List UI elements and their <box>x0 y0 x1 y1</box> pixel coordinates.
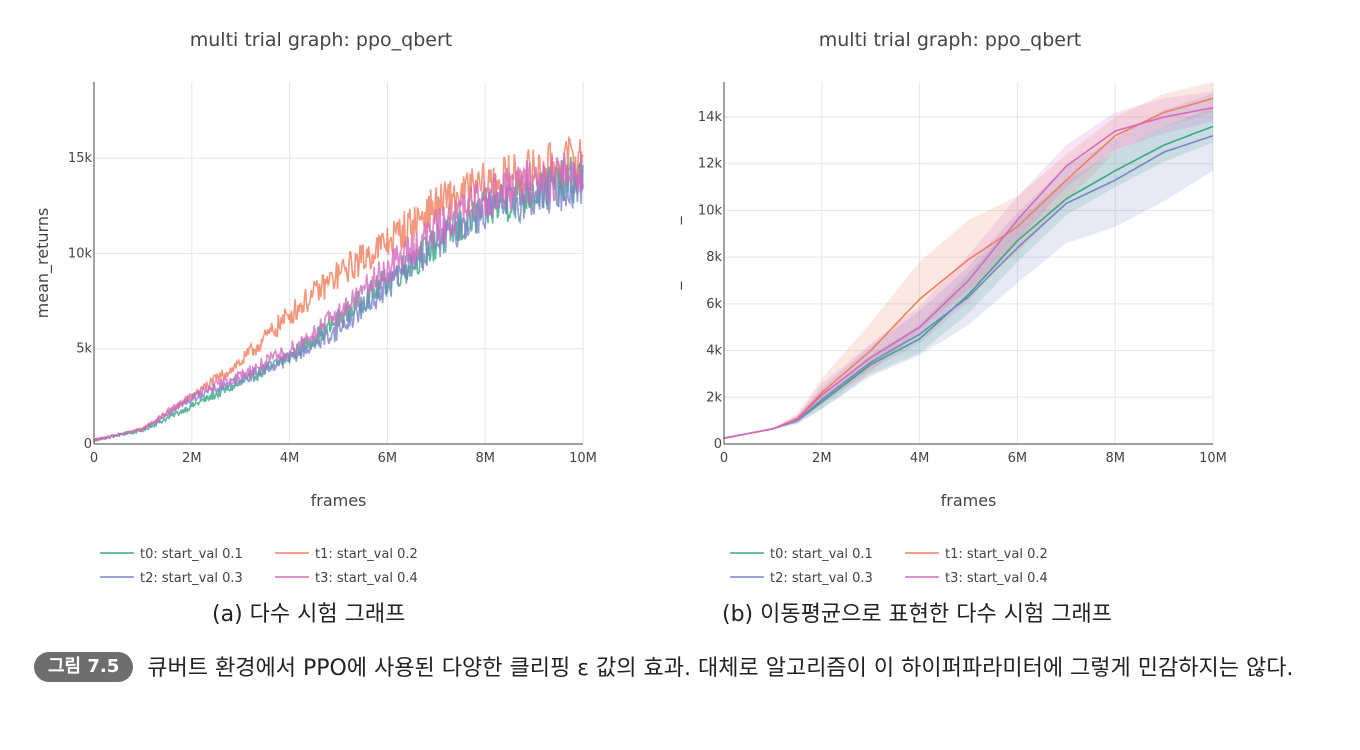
legend-entry-1: t1: start_val 0.2 <box>945 547 1048 562</box>
chart-a-svg: multi trial graph: ppo_qbert 0 2M 4M 6M 8M 10M… <box>33 29 597 586</box>
chart-multi-trial: multi trial graph: ppo_qbert 0 2M 4M 6M 8M 10M… <box>0 0 680 600</box>
y-tick-label: 15k <box>68 151 93 166</box>
y-tick-label: 12k <box>698 157 723 172</box>
series-line-3 <box>93 151 584 443</box>
y-tick-label: 0 <box>84 437 92 452</box>
figure-caption: 그림 7.5 큐버트 환경에서 PPO에 사용된 다양한 클리핑 ε 값의 효과.… <box>34 648 1334 690</box>
x-tick-label: 0 <box>90 451 98 466</box>
figure-caption-text: 큐버트 환경에서 PPO에 사용된 다양한 클리핑 ε 값의 효과. 대체로 알… <box>147 656 1294 681</box>
legend-entry-0: t0: start_val 0.1 <box>770 547 873 562</box>
y-tick-label: 8k <box>706 250 722 265</box>
x-tick-label: 2M <box>812 451 832 466</box>
y-axis-label: mean_returns <box>33 208 53 319</box>
chart-moving-average: multi trial graph: ppo_qbert 0 2M 4M 6M 8M 10M… <box>680 0 1360 600</box>
x-tick-label: 6M <box>378 451 398 466</box>
series-band-0 <box>724 107 1213 439</box>
x-axis-label: frames <box>311 491 367 510</box>
legend-entry-1: t1: start_val 0.2 <box>315 547 418 562</box>
chart-title: multi trial graph: ppo_qbert <box>190 29 452 51</box>
y-tick-label: 2k <box>706 390 722 405</box>
x-tick-label: 10M <box>569 451 597 466</box>
x-tick-label: 8M <box>475 451 495 466</box>
legend-entry-2: t2: start_val 0.3 <box>140 571 243 586</box>
legend-entry-0: t0: start_val 0.1 <box>140 547 243 562</box>
x-tick-label: 6M <box>1008 451 1028 466</box>
chart-title: multi trial graph: ppo_qbert <box>819 29 1081 51</box>
series-band-2 <box>724 93 1213 439</box>
y-tick-label: 4k <box>706 344 722 359</box>
y-tick-label: 0 <box>714 437 722 452</box>
x-tick-label: 8M <box>1105 451 1125 466</box>
x-tick-label: 4M <box>910 451 930 466</box>
subcaption-b: (b) 이동평균으로 표현한 다수 시험 그래프 <box>722 602 1112 627</box>
series-band-3 <box>724 91 1213 439</box>
series-line-1 <box>723 97 1214 439</box>
figure-label: 그림 7.5 <box>34 652 134 682</box>
x-tick-label: 0 <box>720 451 728 466</box>
series-line-2 <box>723 134 1214 439</box>
y-tick-label: 10k <box>698 203 723 218</box>
legend-entry-3: t3: start_val 0.4 <box>945 571 1048 586</box>
legend-entry-3: t3: start_val 0.4 <box>315 571 418 586</box>
y-axis-label: mean_returns_ma <box>680 191 683 335</box>
x-tick-label: 2M <box>182 451 202 466</box>
y-tick-label: 6k <box>706 297 722 312</box>
x-tick-label: 10M <box>1199 451 1227 466</box>
x-tick-label: 4M <box>280 451 300 466</box>
series-line-3 <box>723 106 1214 439</box>
y-tick-label: 14k <box>698 110 723 125</box>
chart-b-svg: multi trial graph: ppo_qbert 0 2M 4M 6M 8M 10M… <box>680 29 1227 586</box>
x-axis-label: frames <box>941 491 997 510</box>
y-tick-label: 5k <box>76 342 92 357</box>
legend-entry-2: t2: start_val 0.3 <box>770 571 873 586</box>
subcaption-a: (a) 다수 시험 그래프 <box>212 602 406 627</box>
y-tick-label: 10k <box>68 246 93 261</box>
